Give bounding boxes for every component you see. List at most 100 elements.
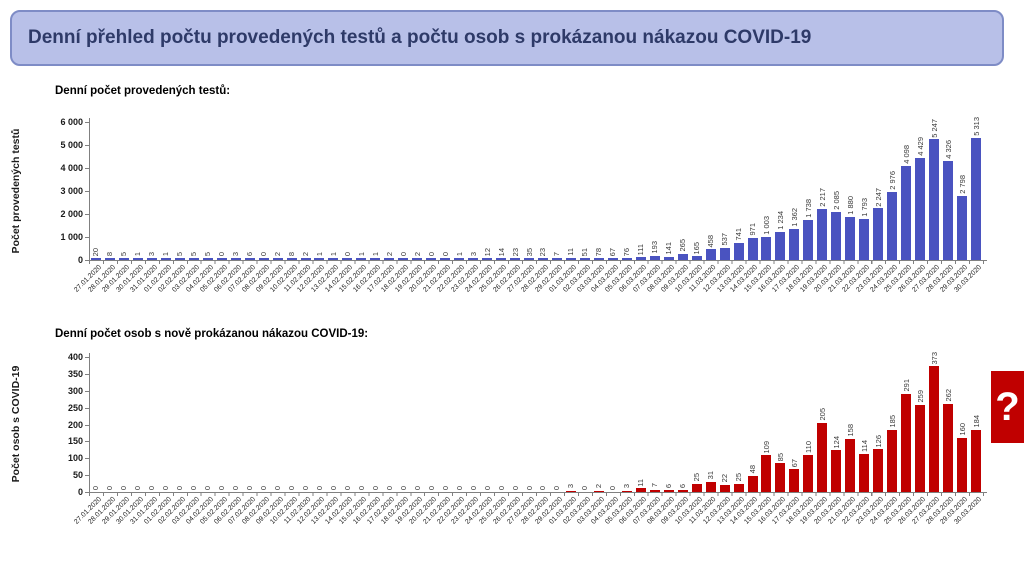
- bar: [943, 160, 954, 260]
- bar-value-label: 3: [566, 484, 576, 489]
- bar-value-label: 78: [594, 247, 604, 257]
- bar: [747, 475, 758, 492]
- bar-value-label: 109: [761, 440, 771, 454]
- bar: [537, 258, 548, 260]
- bar: [887, 429, 898, 492]
- bar-value-label: 0: [440, 485, 450, 490]
- bar-value-label: 193: [650, 241, 660, 254]
- y-tick-label: 4 000: [60, 163, 83, 173]
- bar: [482, 258, 493, 260]
- y-tick-label: 6 000: [60, 117, 83, 127]
- bar: [663, 489, 674, 492]
- bar: [244, 258, 255, 260]
- bar: [132, 258, 143, 260]
- bar-value-label: 0: [370, 485, 380, 490]
- bar: [621, 258, 632, 260]
- bar-value-label: 2 976: [887, 170, 897, 190]
- bar: [859, 218, 870, 260]
- bar: [817, 209, 828, 260]
- bar-value-label: 51: [580, 247, 590, 257]
- bar: [272, 258, 283, 260]
- bar-value-label: 67: [608, 247, 618, 257]
- bar-value-label: 0: [580, 485, 590, 490]
- bar-value-label: 0: [105, 485, 115, 490]
- y-tick: [85, 475, 89, 477]
- y-tick: [85, 214, 89, 215]
- y-tick: [85, 458, 89, 460]
- bar-value-label: 1: [356, 252, 366, 257]
- bar-value-label: 25: [734, 473, 744, 482]
- y-tick: [85, 168, 89, 169]
- bar: [775, 231, 786, 260]
- bar-value-label: 0: [301, 485, 311, 490]
- x-axis-line: [89, 492, 987, 493]
- y-tick-label: 150: [67, 436, 83, 447]
- bar-value-label: 1 234: [775, 210, 785, 230]
- bar: [342, 258, 353, 260]
- bar-value-label: 1: [370, 252, 380, 257]
- bar-value-label: 0: [496, 485, 506, 490]
- bar-value-label: 8: [105, 252, 115, 257]
- bar: [454, 258, 465, 260]
- bar-value-label: 0: [203, 485, 213, 490]
- bar-value-label: 0: [398, 485, 408, 490]
- bar: [496, 258, 507, 260]
- bar-value-label: 5 313: [971, 117, 981, 136]
- x-axis-ticks: [89, 493, 985, 496]
- bar-value-label: 0: [119, 485, 129, 490]
- bar-value-label: 11: [566, 248, 576, 257]
- bar: [230, 258, 241, 260]
- bar-value-label: 76: [622, 247, 632, 257]
- report-title: Denní přehled počtu provedených testů a …: [28, 27, 812, 48]
- y-tick: [85, 492, 89, 493]
- bar-value-label: 23: [510, 247, 520, 257]
- bar-value-label: 31: [706, 471, 716, 480]
- bar-value-label: 262: [943, 389, 953, 402]
- bar: [300, 258, 311, 260]
- bar-value-label: 3: [622, 484, 632, 489]
- bar: [384, 258, 395, 260]
- bar: [621, 490, 632, 492]
- bar-value-label: 1 738: [803, 199, 813, 219]
- bar: [216, 258, 227, 260]
- bar: [649, 489, 660, 492]
- bar: [719, 247, 730, 260]
- bar-value-label: 4 098: [901, 144, 911, 164]
- bar-value-label: 0: [510, 485, 520, 490]
- bar-value-label: 5: [119, 252, 129, 257]
- bar: [104, 258, 115, 260]
- bar: [817, 422, 828, 492]
- bar-value-label: 0: [356, 485, 366, 490]
- bar: [831, 450, 842, 492]
- bar-value-label: 0: [342, 252, 352, 257]
- cases-y-axis-label: Počet osob s COVID-19: [10, 365, 22, 483]
- bar-value-label: 1 003: [761, 216, 771, 235]
- bar: [663, 256, 674, 260]
- bar: [887, 191, 898, 260]
- bar: [929, 366, 940, 492]
- bar-value-label: 5: [175, 252, 185, 257]
- bar: [356, 258, 367, 260]
- x-axis-ticks: [89, 261, 985, 264]
- bar: [510, 258, 521, 260]
- bar: [733, 242, 744, 260]
- bar-value-label: 265: [678, 239, 688, 252]
- bar: [845, 216, 856, 260]
- bar: [398, 258, 409, 260]
- bar-value-label: 1 880: [845, 195, 855, 215]
- bar-value-label: 0: [454, 485, 464, 490]
- y-tick-label: 3 000: [60, 186, 83, 196]
- bar-value-label: 22: [720, 474, 730, 483]
- bar-value-label: 0: [412, 485, 422, 490]
- bar: [160, 258, 171, 260]
- y-tick-label: 0: [77, 255, 83, 265]
- bar: [915, 404, 926, 492]
- bar: [747, 237, 758, 260]
- bar-value-label: 0: [217, 485, 227, 490]
- y-tick: [85, 122, 89, 123]
- bar-value-label: 0: [231, 485, 241, 490]
- bar-value-label: 4 429: [915, 137, 925, 157]
- bar-value-label: 7: [650, 483, 660, 488]
- bar-value-label: 23: [538, 247, 548, 257]
